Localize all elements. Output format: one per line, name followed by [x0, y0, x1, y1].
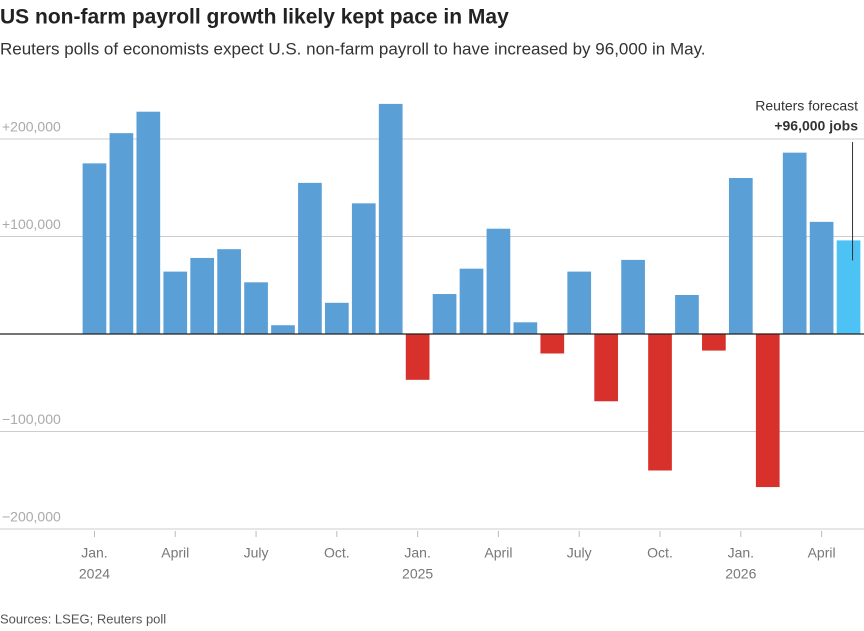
bar: [298, 182, 322, 334]
year-label: 2026: [725, 566, 756, 582]
bar: [217, 249, 241, 334]
bar: [755, 334, 780, 488]
bar: [540, 334, 565, 354]
bar: [163, 271, 188, 334]
bar: [809, 221, 834, 334]
x-tick-label: April: [484, 545, 512, 561]
source: Sources: LSEG; Reuters poll: [0, 611, 166, 626]
bar: [244, 282, 268, 334]
bar: [513, 322, 538, 334]
bar: [594, 334, 619, 402]
year-label: 2025: [402, 566, 433, 582]
y-tick-label: −100,000: [2, 411, 61, 427]
y-tick-label: +100,000: [2, 216, 61, 232]
bar: [702, 334, 726, 351]
bar: [271, 325, 295, 334]
bar: [405, 334, 430, 380]
x-tick-label: July: [567, 545, 592, 561]
bar: [432, 294, 457, 334]
x-tick-label: Jan.: [728, 545, 754, 561]
chart-subtitle: Reuters polls of economists expect U.S. …: [0, 39, 706, 58]
x-tick-label: April: [808, 545, 836, 561]
annotation-value: +96,000 jobs: [774, 118, 858, 134]
bar: [378, 103, 403, 335]
bar: [486, 228, 511, 334]
bar: [836, 240, 861, 334]
annotation-label: Reuters forecast: [755, 98, 858, 114]
x-tick-label: Oct.: [647, 545, 673, 561]
bar: [567, 271, 592, 334]
bar: [324, 302, 349, 334]
bar: [648, 334, 672, 471]
bar: [109, 133, 134, 334]
bar: [82, 163, 107, 334]
bar: [728, 178, 753, 334]
bar: [675, 295, 699, 334]
x-tick-label: Oct.: [324, 545, 350, 561]
bar: [190, 257, 215, 334]
chart-title: US non-farm payroll growth likely kept p…: [0, 6, 509, 29]
year-label: 2024: [79, 566, 110, 582]
x-tick-label: Jan.: [81, 545, 107, 561]
x-tick-label: Jan.: [404, 545, 430, 561]
x-tick-label: July: [244, 545, 269, 561]
bar: [136, 111, 161, 334]
y-tick-label: −200,000: [2, 509, 61, 525]
x-tick-label: April: [161, 545, 189, 561]
bar: [782, 152, 807, 334]
bar: [621, 259, 645, 334]
bar: [459, 268, 484, 334]
y-tick-label: +200,000: [2, 119, 61, 135]
bar: [351, 203, 376, 334]
